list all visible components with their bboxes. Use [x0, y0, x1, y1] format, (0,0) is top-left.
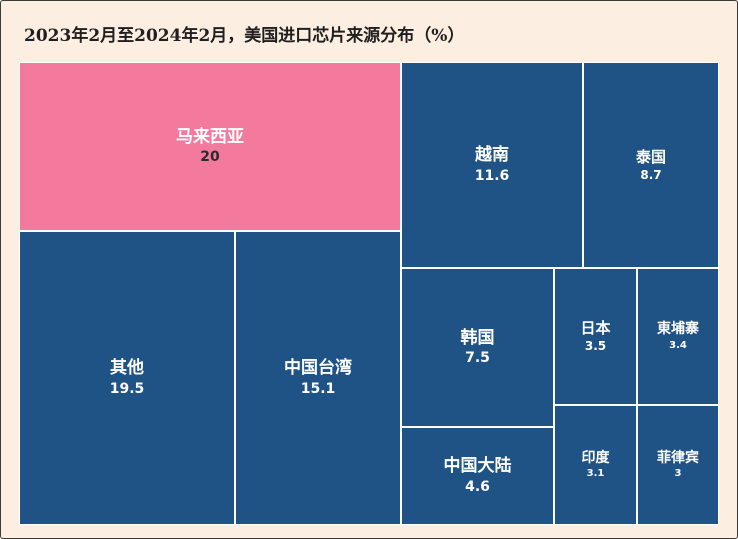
tile-label: 印度	[581, 449, 610, 466]
tile-label: 菲律宾	[657, 449, 699, 466]
treemap-tile: 中国台湾 15.1	[235, 231, 401, 525]
tile-value: 3.5	[584, 339, 607, 354]
treemap-tile: 菲律宾 3	[637, 405, 719, 525]
tile-value: 3.4	[669, 339, 687, 351]
tile-value: 3.1	[586, 468, 605, 480]
chart-title: 2023年2月至2024年2月，美国进口芯片来源分布（%）	[24, 26, 465, 46]
treemap-tile: 泰国 8.7	[583, 62, 719, 268]
tile-value: 4.6	[465, 478, 490, 495]
tile-value: 8.7	[640, 167, 662, 182]
tile-value: 3	[674, 468, 682, 480]
treemap-tile: 印度 3.1	[554, 405, 637, 525]
treemap: 马来西亚 20 其他 19.5 中国台湾 15.1 越南 11.6 泰国 8.7 韩国 7.5 中国大陆…	[19, 62, 719, 525]
tile-label: 日本	[580, 319, 611, 338]
tile-label: 中国大陆	[443, 456, 512, 477]
tile-label: 马来西亚	[176, 126, 244, 147]
tile-label: 東埔寨	[657, 321, 699, 338]
treemap-tile: 马来西亚 20	[19, 62, 401, 231]
treemap-tile: 其他 19.5	[19, 231, 235, 525]
tile-label: 越南	[475, 145, 509, 166]
tile-value: 15.1	[300, 380, 336, 397]
tile-value: 20	[200, 149, 220, 166]
tile-value: 19.5	[109, 380, 145, 397]
treemap-tile: 越南 11.6	[401, 62, 583, 268]
treemap-tile: 東埔寨 3.4	[637, 268, 719, 405]
tile-label: 泰国	[635, 147, 666, 166]
treemap-tile: 中国大陆 4.6	[401, 427, 554, 525]
tile-value: 11.6	[474, 167, 510, 184]
treemap-tile: 韩国 7.5	[401, 268, 554, 427]
tile-label: 中国台湾	[284, 358, 352, 379]
treemap-tile: 日本 3.5	[554, 268, 637, 405]
tile-label: 其他	[110, 358, 144, 379]
tile-label: 韩国	[460, 327, 495, 348]
tile-value: 7.5	[465, 350, 490, 367]
